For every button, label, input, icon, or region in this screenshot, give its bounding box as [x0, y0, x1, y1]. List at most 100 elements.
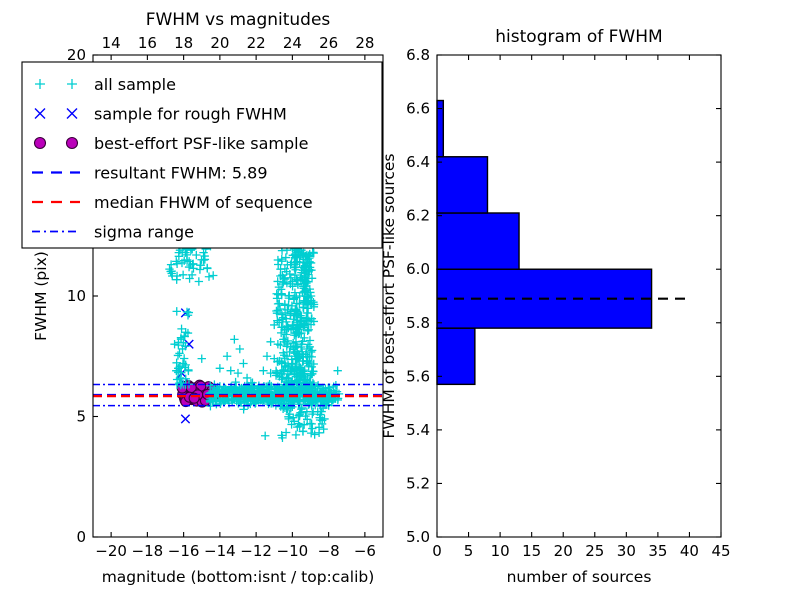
- marker-plus: [182, 307, 192, 317]
- marker-plus: [275, 299, 284, 308]
- marker-plus: [189, 264, 198, 273]
- marker-plus: [35, 79, 45, 89]
- left-yticklabel: 10: [67, 287, 86, 305]
- left-top-xticklabel: 16: [138, 34, 157, 52]
- marker-plus: [293, 280, 303, 289]
- marker-plus: [274, 384, 283, 393]
- marker-plus: [178, 344, 187, 354]
- marker-plus: [292, 309, 301, 318]
- left-yticklabel: 20: [67, 46, 86, 64]
- marker-plus: [167, 269, 176, 278]
- marker-plus: [309, 248, 318, 258]
- marker-plus: [314, 428, 324, 438]
- left-top-xticklabel: 14: [102, 34, 121, 52]
- right-xticklabel: 5: [464, 542, 474, 560]
- legend-entry-2[interactable]: best-effort PSF-like sample: [33, 134, 309, 153]
- marker-plus: [300, 333, 309, 343]
- right-yticklabel: 5.6: [406, 367, 430, 385]
- marker-plus: [175, 374, 185, 383]
- marker-plus: [298, 303, 308, 312]
- marker-plus: [274, 282, 284, 292]
- left-yticklabel: 5: [76, 408, 86, 426]
- marker-plus: [282, 267, 291, 276]
- marker-plus: [272, 306, 281, 316]
- marker-plus: [298, 349, 307, 359]
- marker-plus: [293, 422, 302, 432]
- legend-entry-1[interactable]: sample for rough FWHM: [34, 105, 287, 124]
- marker-plus: [305, 336, 315, 345]
- marker-plus: [299, 248, 308, 258]
- marker-plus: [280, 325, 289, 334]
- marker-dot: [65, 136, 79, 150]
- marker-plus: [303, 308, 313, 318]
- left-top-xticklabel: 18: [174, 34, 193, 52]
- marker-plus: [303, 270, 313, 279]
- left-top-xticklabel: 22: [247, 34, 266, 52]
- marker-plus: [192, 250, 201, 260]
- marker-plus: [303, 340, 313, 349]
- marker-plus: [284, 323, 293, 333]
- left-xticklabel: −16: [168, 542, 200, 560]
- legend: all sample sample for rough FWHM best-effo…: [21, 61, 383, 249]
- marker-plus: [289, 397, 298, 407]
- right-xticklabel: 35: [648, 542, 667, 560]
- marker-plus: [302, 386, 312, 396]
- marker-plus: [294, 378, 303, 387]
- left-xticklabel: −18: [132, 542, 164, 560]
- marker-plus: [278, 323, 288, 332]
- marker-plus: [277, 375, 286, 384]
- marker-plus: [247, 384, 256, 393]
- marker-plus: [319, 424, 328, 434]
- marker-plus: [250, 399, 260, 408]
- right-yticklabel: 6.6: [406, 100, 430, 118]
- marker-cross: [180, 414, 191, 424]
- marker-plus: [239, 359, 248, 368]
- right-xticklabel: 25: [585, 542, 604, 560]
- marker-plus: [292, 253, 302, 262]
- marker-plus: [175, 362, 185, 371]
- marker-plus: [318, 416, 327, 425]
- marker-plus: [305, 399, 314, 408]
- marker-plus: [282, 404, 291, 414]
- right-xaxis-label: number of sources: [507, 568, 652, 586]
- marker-plus: [278, 270, 287, 280]
- left-xaxis-label: magnitude (bottom:isnt / top:calib): [102, 568, 375, 586]
- marker-plus: [197, 354, 206, 363]
- legend-entry-4[interactable]: median FHWM of sequence: [32, 193, 313, 212]
- left-top-xticklabel: 26: [319, 34, 338, 52]
- left-xticklabel: −14: [204, 542, 236, 560]
- marker-plus: [202, 263, 212, 273]
- marker-plus: [172, 259, 182, 268]
- marker-plus: [177, 258, 187, 268]
- marker-plus: [274, 290, 283, 299]
- marker-plus: [194, 277, 204, 286]
- marker-plus: [258, 386, 267, 395]
- marker-plus: [309, 359, 318, 369]
- right-xticklabel: 30: [617, 542, 636, 560]
- histogram-bar: [436, 156, 489, 214]
- marker-plus: [292, 365, 301, 374]
- legend-entry-3[interactable]: resultant FWHM: 5.89: [32, 164, 268, 183]
- marker-plus: [230, 335, 239, 344]
- marker-plus: [240, 394, 250, 403]
- marker-plus: [303, 255, 312, 264]
- marker-plus: [281, 428, 291, 437]
- marker-plus: [259, 366, 268, 375]
- marker-plus: [184, 257, 194, 266]
- marker-plus: [215, 364, 225, 373]
- marker-dot: [33, 136, 47, 150]
- marker-plus: [292, 355, 301, 364]
- marker-plus: [298, 288, 307, 297]
- marker-plus: [303, 326, 312, 336]
- marker-plus: [284, 293, 294, 303]
- marker-plus: [325, 388, 335, 397]
- marker-plus: [305, 253, 314, 263]
- legend-entry-0[interactable]: all sample: [35, 75, 176, 94]
- legend-entry-5[interactable]: sigma range: [32, 223, 194, 242]
- marker-plus: [273, 255, 283, 265]
- marker-plus: [181, 328, 190, 337]
- marker-plus: [208, 397, 217, 406]
- marker-plus: [292, 342, 302, 352]
- marker-plus: [294, 419, 303, 428]
